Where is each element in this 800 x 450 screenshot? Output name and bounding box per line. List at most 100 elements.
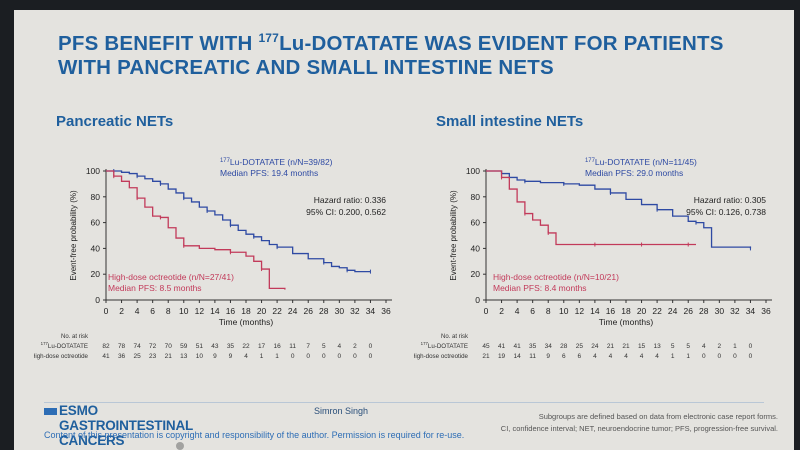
risk-cell: 5 [322,343,326,350]
risk-cell: 13 [180,353,188,360]
presenter-name: Simron Singh [314,406,369,416]
risk-cell: 1 [671,353,675,360]
risk-cell: 35 [227,343,235,350]
risk-cell: 15 [638,343,646,350]
x-tick-label: 32 [730,306,740,316]
x-tick-label: 10 [559,306,569,316]
risk-cell: 4 [338,343,342,350]
risk-cell: 51 [196,343,204,350]
risk-cell: 7 [306,343,310,350]
risk-cell: 74 [133,343,141,350]
risk-cell: 21 [482,353,490,360]
x-tick-label: 36 [381,306,391,316]
title-superscript: 177 [258,31,280,45]
risk-cell: 4 [624,353,628,360]
risk-cell: 41 [513,343,521,350]
risk-row-label: High-dose octreotide [414,353,469,360]
slide-title: PFS BENEFIT WITH 177Lu-DOTATATE WAS EVID… [58,26,778,80]
x-tick-label: 10 [179,306,189,316]
risk-cell: 25 [133,353,141,360]
x-tick-label: 34 [366,306,376,316]
legend-octreotide-median: Median PFS: 8.4 months [493,283,587,293]
x-tick-label: 20 [257,306,267,316]
panel-title-small-intestine: Small intestine NETs [436,113,584,130]
risk-cell: 4 [640,353,644,360]
y-tick-label: 20 [471,269,481,279]
panel-title-pancreatic: Pancreatic NETs [56,113,174,130]
risk-cell: 25 [576,343,584,350]
y-tick-label: 0 [95,295,100,305]
y-tick-label: 0 [475,295,480,305]
risk-cell: 1 [733,343,737,350]
esmo-logo-text: ESMO GASTROINTESTINAL CANCERS [59,403,193,448]
x-tick-label: 4 [135,306,140,316]
risk-cell: 5 [686,343,690,350]
risk-cell: 1 [260,353,264,360]
risk-row-label-text: High-dose octreotide [414,353,469,360]
risk-cell: 0 [306,353,310,360]
x-tick-label: 26 [683,306,693,316]
esmo-logo-mark [44,408,57,415]
copyright-notice: Content of this presentation is copyrigh… [44,430,465,440]
x-tick-label: 36 [761,306,771,316]
risk-cell: 0 [369,353,373,360]
risk-cell: 70 [165,343,173,350]
y-tick-label: 80 [91,192,101,202]
risk-cell: 21 [622,343,630,350]
risk-cell: 72 [149,343,157,350]
risk-cell: 16 [273,343,281,350]
risk-row-label-text: High-dose octreotide [34,353,89,360]
x-axis-label: Time (months) [599,317,654,327]
confidence-interval: 95% CI: 0.200, 0.562 [306,207,386,217]
legend-lu-sup: 177 [220,158,230,164]
risk-cell: 2 [353,343,357,350]
risk-cell: 0 [718,353,722,360]
legend-lu: 177Lu-DOTATATE (n/N=39/82) [220,157,333,167]
x-tick-label: 24 [668,306,678,316]
x-tick-label: 24 [288,306,298,316]
risk-cell: 4 [593,353,597,360]
legend-lu-text: Lu-DOTATATE (n/N=39/82) [230,157,333,167]
x-tick-label: 0 [484,306,489,316]
risk-cell: 0 [322,353,326,360]
x-tick-label: 18 [621,306,631,316]
x-tick-label: 0 [104,306,109,316]
risk-cell: 4 [702,343,706,350]
slide: PFS BENEFIT WITH 177Lu-DOTATATE WAS EVID… [14,10,794,450]
footnote-subgroups: Subgroups are defined based on data from… [538,412,778,421]
legend-lu-median: Median PFS: 19.4 months [220,168,318,178]
x-tick-label: 12 [575,306,585,316]
risk-cell: 1 [686,353,690,360]
risk-row-label-text: Lu-DOTATATE [48,343,88,350]
risk-cell: 14 [513,353,521,360]
y-tick-label: 100 [86,166,100,176]
risk-row-label: High-dose octreotide [34,353,89,360]
risk-table-header: No. at risk [61,334,89,340]
risk-cell: 13 [653,343,661,350]
risk-cell: 9 [546,353,550,360]
risk-cell: 82 [102,343,110,350]
title-text-pre: PFS BENEFIT WITH [58,31,259,55]
risk-cell: 9 [213,353,217,360]
risk-cell: 78 [118,343,126,350]
risk-row-label-sup: 177 [421,341,429,346]
y-tick-label: 100 [466,166,480,176]
risk-cell: 4 [655,353,659,360]
x-tick-label: 20 [637,306,647,316]
risk-cell: 9 [229,353,233,360]
title-text-post: Lu-DOTATATE WAS EVIDENT FOR PATIENTS [279,31,724,55]
risk-cell: 28 [560,343,568,350]
x-tick-label: 2 [499,306,504,316]
risk-table-header: No. at risk [441,334,469,340]
legend-lu-text: Lu-DOTATATE (n/N=11/45) [595,157,697,167]
risk-cell: 0 [291,353,295,360]
legend-octreotide: High-dose octreotide (n/N=27/41) [108,272,234,282]
risk-cell: 22 [242,343,250,350]
y-axis-label: Event-free probability (%) [69,190,78,281]
risk-cell: 0 [353,353,357,360]
x-tick-label: 2 [119,306,124,316]
x-tick-label: 6 [530,306,535,316]
y-tick-label: 20 [91,269,101,279]
